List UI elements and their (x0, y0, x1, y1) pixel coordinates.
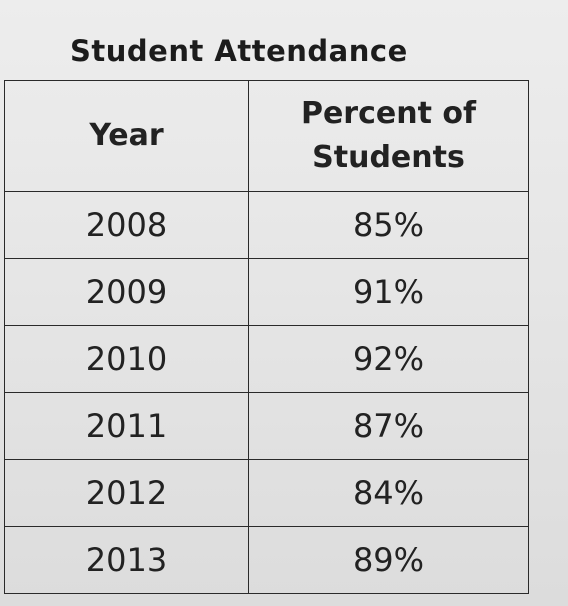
table-row: 2010 92% (4, 325, 529, 393)
year-cell: 2009 (4, 258, 249, 326)
year-cell: 2013 (4, 526, 249, 594)
header-row: Year Percent of Students (4, 80, 529, 192)
percent-cell: 85% (248, 191, 529, 259)
percent-cell: 87% (248, 392, 529, 460)
year-cell: 2008 (4, 191, 249, 259)
table-title: Student Attendance (70, 34, 408, 68)
table-row: 2013 89% (4, 526, 529, 594)
table-row: 2011 87% (4, 392, 529, 460)
percent-cell: 84% (248, 459, 529, 527)
table-row: 2009 91% (4, 258, 529, 326)
percent-cell: 89% (248, 526, 529, 594)
year-header: Year (4, 80, 249, 192)
percent-header: Percent of Students (248, 80, 529, 192)
attendance-table: Year Percent of Students 2008 85% 2009 9… (4, 80, 529, 594)
percent-cell: 92% (248, 325, 529, 393)
year-cell: 2011 (4, 392, 249, 460)
table-row: 2012 84% (4, 459, 529, 527)
year-cell: 2010 (4, 325, 249, 393)
percent-cell: 91% (248, 258, 529, 326)
table-row: 2008 85% (4, 191, 529, 259)
year-cell: 2012 (4, 459, 249, 527)
